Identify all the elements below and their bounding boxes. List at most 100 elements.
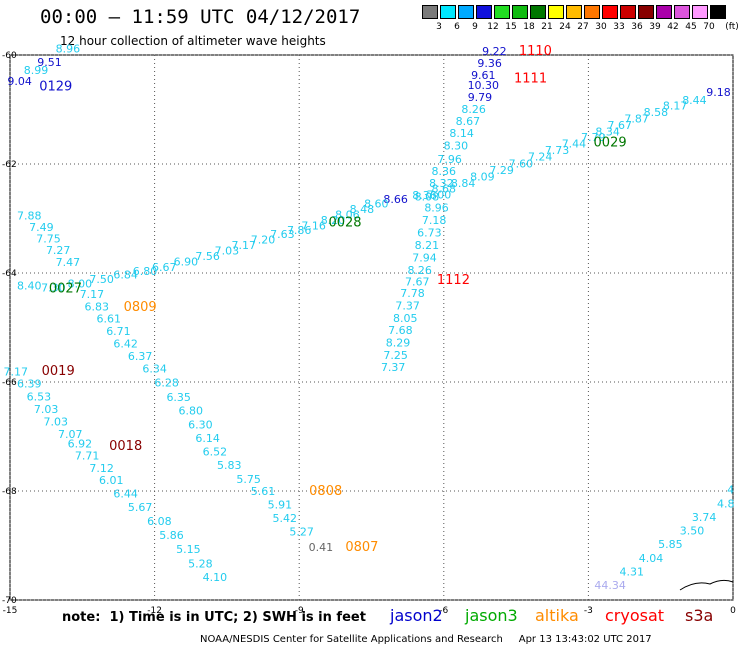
wave-height-label: 8.32 <box>429 177 454 190</box>
lat-tick-label: -68 <box>2 487 17 497</box>
wave-height-label: 7.79 <box>581 131 606 144</box>
wave-height-label: 8.44 <box>682 94 707 107</box>
legend-label: 12 <box>487 22 499 32</box>
pass-time-label: 1112 <box>437 273 470 288</box>
wave-height-label: 7.27 <box>46 244 71 257</box>
legend-swatch <box>530 5 546 19</box>
lon-tick-label: -12 <box>147 606 162 616</box>
wave-height-label: 7.96 <box>437 153 462 166</box>
wave-height-label: 8.58 <box>644 106 669 119</box>
mission-label-jason2: jason2 <box>390 606 443 625</box>
wave-height-label: 7.60 <box>509 157 534 170</box>
legend-swatch <box>458 5 474 19</box>
wave-height-label: 7.37 <box>395 300 420 313</box>
legend-label: 27 <box>577 22 589 32</box>
wave-height-label: 8.17 <box>663 100 688 113</box>
wave-height-label: 10.30 <box>468 79 500 92</box>
wave-height-label: 7.07 <box>58 428 83 441</box>
wave-height-label: 6.53 <box>27 391 52 404</box>
wave-height-label: 8.36 <box>432 165 457 178</box>
wave-height-label: 9.79 <box>468 91 493 104</box>
pass-time-label: 0807 <box>345 540 378 555</box>
wave-height-label: 6.80 <box>133 265 158 278</box>
pass-time-label: 0129 <box>39 79 72 94</box>
wave-height-label: 7.17 <box>232 239 257 252</box>
legend-label: 24 <box>559 22 571 32</box>
mission-label-s3a: s3a <box>685 606 714 625</box>
wave-height-label: 6.71 <box>106 325 131 338</box>
wave-height-label: 8.67 <box>456 115 481 128</box>
wave-height-label: 6.80 <box>179 405 204 418</box>
wave-height-label: 7.25 <box>383 349 408 362</box>
wave-height-label: 8.96 <box>56 42 81 55</box>
wave-height-label: 9.51 <box>37 56 62 69</box>
wave-height-label: 8.14 <box>449 127 474 140</box>
wave-height-label: 5.15 <box>176 543 201 556</box>
wave-height-label: 8.08 <box>415 191 440 204</box>
legend-swatch <box>620 5 636 19</box>
note-text: note: 1) Time is in UTC; 2) SWH is in fe… <box>62 610 366 625</box>
wave-height-label: 7.00 <box>427 188 452 201</box>
wave-height-label: 4.8 <box>717 497 735 510</box>
legend-swatch <box>710 5 726 19</box>
wave-height-label: 9.22 <box>482 45 507 58</box>
wave-height-label: 8.06 <box>335 209 360 222</box>
wave-height-label: 5.28 <box>188 557 213 570</box>
wave-height-label: 6.01 <box>99 474 124 487</box>
wave-height-label: 9.18 <box>706 86 731 99</box>
legend-swatch <box>692 5 708 19</box>
wave-height-label: 8.68 <box>432 182 457 195</box>
lat-tick-label: -62 <box>2 160 17 170</box>
wave-height-label: 7.67 <box>405 276 430 289</box>
wave-height-label: 7.37 <box>381 361 406 374</box>
wave-height-label: 6.44 <box>113 488 138 501</box>
legend-label: 30 <box>595 22 607 32</box>
wave-height-label: 8.96 <box>424 201 449 214</box>
page-subtitle: 12 hour collection of altimeter wave hei… <box>60 34 326 48</box>
wave-height-label: 8.26 <box>461 103 486 116</box>
wave-height-label: 3.74 <box>692 511 717 524</box>
wave-height-label: 7.49 <box>29 221 54 234</box>
wave-height-label: 7.30 <box>41 282 66 295</box>
wave-height-label: 5.85 <box>658 538 683 551</box>
legend-swatch <box>584 5 600 19</box>
wave-height-label: 6.52 <box>203 446 228 459</box>
legend-swatch <box>566 5 582 19</box>
wave-height-label: 6.90 <box>174 255 199 268</box>
mission-label-altika: altika <box>535 606 579 625</box>
lat-tick-label: -70 <box>2 596 17 606</box>
legend-label: 9 <box>472 22 478 32</box>
wave-height-label: 7.17 <box>80 288 105 301</box>
wave-height-label: 9.36 <box>477 57 502 70</box>
wave-height-label: 8.20 <box>321 214 346 227</box>
wave-height-label: 6.34 <box>142 363 167 376</box>
legend-unit: (ft) <box>725 22 739 32</box>
wave-height-label: 8.09 <box>470 170 495 183</box>
wave-height-label: 6.84 <box>113 268 138 281</box>
wave-height-label: 5.75 <box>236 473 261 486</box>
wave-height-label: 5.67 <box>128 501 153 514</box>
wave-height-label: 0.41 <box>309 541 334 554</box>
pass-time-label: 1111 <box>514 71 547 86</box>
wave-height-label: 7.56 <box>195 250 220 263</box>
legend-swatch <box>602 5 618 19</box>
lon-tick-label: -9 <box>295 606 304 616</box>
wave-height-label: 6.67 <box>152 261 177 274</box>
wave-height-label: 6.35 <box>166 391 191 404</box>
wave-height-label: 8.05 <box>393 312 418 325</box>
legend-label: 15 <box>505 22 517 32</box>
wave-height-label: 6.30 <box>188 418 213 431</box>
wave-height-label: 8.30 <box>444 139 469 152</box>
wave-height-label: 6.83 <box>85 301 110 314</box>
legend-swatch <box>656 5 672 19</box>
wave-height-label: 6.37 <box>128 350 153 363</box>
wave-height-label: 7.50 <box>89 273 114 286</box>
legend-label: 18 <box>523 22 535 32</box>
page-title: 00:00 – 11:59 UTC 04/12/2017 <box>40 6 361 28</box>
wave-height-label: 7.78 <box>400 287 425 300</box>
wave-height-label: 7.47 <box>56 256 81 269</box>
legend-swatch <box>512 5 528 19</box>
lat-tick-label: -60 <box>2 51 17 61</box>
wave-height-label: 9.61 <box>471 69 496 82</box>
